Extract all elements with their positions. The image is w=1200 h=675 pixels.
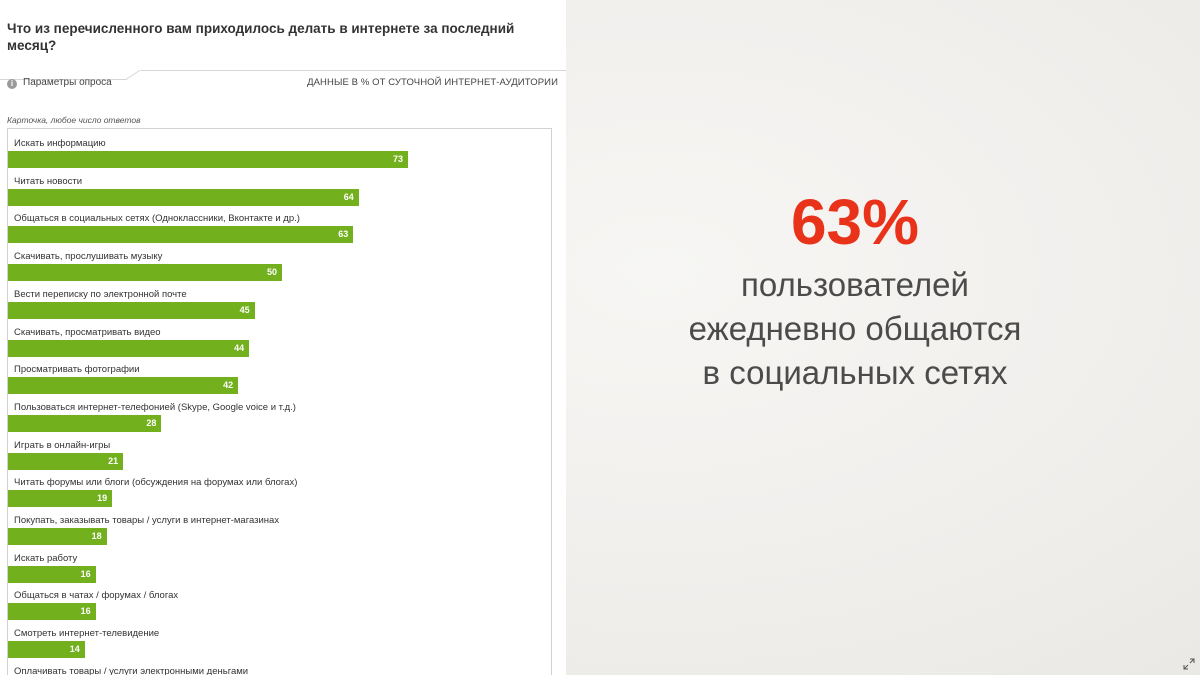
caption-line: пользователей [741, 266, 969, 303]
bar: 44 [8, 339, 250, 357]
bar-row: Читать новости 64 [8, 175, 551, 214]
bar: 63 [8, 226, 354, 244]
bar-category-label: Вести переписку по электронной почте [14, 288, 187, 300]
units-label: ДАННЫЕ В % ОТ СУТОЧНОЙ ИНТЕРНЕТ-АУДИТОРИ… [307, 77, 558, 88]
bar-row: Искать информацию 73 [8, 138, 551, 176]
bar-row: Искать работу 16 [8, 552, 551, 591]
bar-row: Скачивать, просматривать видео 44 [8, 326, 551, 365]
bar-row: Оплачивать товары / услуги электронными … [8, 665, 551, 675]
bar-row: Просматривать фотографии 42 [8, 364, 551, 402]
bar-value-label: 28 [146, 417, 157, 428]
bar-row: Скачивать, прослушивать музыку 50 [8, 251, 551, 289]
bar-category-label: Общаться в социальных сетях (Одноклассни… [14, 213, 300, 225]
divider [0, 79, 127, 80]
bar-category-label: Просматривать фотографии [14, 364, 140, 376]
bar-category-label: Оплачивать товары / услуги электронными … [14, 665, 249, 675]
bar-row: Общаться в социальных сетях (Одноклассни… [8, 213, 551, 251]
bar: 28 [8, 414, 162, 432]
bar-category-label: Искать информацию [14, 138, 106, 149]
bar-value-label: 63 [338, 229, 349, 240]
bar: 45 [8, 301, 255, 319]
bar: 14 [8, 641, 85, 659]
bar-category-label: Читать форумы или блоги (обсуждения на ф… [14, 477, 298, 489]
bar-value-label: 73 [393, 154, 404, 164]
caption-line: в социальных сетях [702, 354, 1008, 391]
bar-value-label: 18 [91, 531, 102, 541]
question-title: Что из перечисленного вам приходилось де… [7, 21, 515, 53]
bar-category-label: Пользоваться интернет-телефонией (Skype,… [14, 401, 296, 413]
bar-chart: Искать информацию 73 Читать новости 64 Общат… [7, 128, 552, 675]
bar-category-label: Играть в онлайн-игры [14, 439, 111, 451]
bar: 19 [8, 490, 113, 508]
survey-panel: Что из перечисленного вам приходилось де… [0, 0, 566, 675]
bar-category-label: Скачивать, прослушивать музыку [14, 251, 163, 263]
bar-value-label: 50 [266, 267, 277, 278]
bar-row: Читать форумы или блоги (обсуждения на ф… [8, 477, 551, 515]
bar-category-label: Покупать, заказывать товары / услуги в и… [14, 515, 280, 526]
survey-params-link[interactable]: Параметры опроса [23, 77, 112, 88]
info-icon[interactable]: i [7, 79, 17, 89]
bar-row: Смотреть интернет-телевидение 14 [8, 628, 551, 666]
bar-value-label: 44 [234, 342, 245, 353]
bar: 50 [8, 264, 282, 282]
highlight-caption: пользователей ежедневно общаются в социа… [630, 263, 1080, 395]
bar-category-label: Скачивать, просматривать видео [14, 326, 161, 338]
bar: 16 [8, 565, 96, 583]
bar-row: Играть в онлайн-игры 21 [8, 439, 551, 478]
card-note: Карточка, любое число ответов [7, 115, 141, 125]
bar-value-label: 64 [343, 191, 354, 202]
expand-icon[interactable] [1183, 658, 1195, 670]
bar-row: Покупать, заказывать товары / услуги в и… [8, 515, 551, 553]
bar-category-label: Смотреть интернет-телевидение [14, 628, 160, 640]
bar-value-label: 14 [69, 644, 80, 655]
highlight-number: 63% [790, 186, 920, 258]
bar-row: Пользоваться интернет-телефонией (Skype,… [8, 401, 551, 440]
bar-value-label: 16 [80, 606, 91, 617]
divider [140, 70, 566, 71]
bar-value-label: 16 [80, 568, 91, 579]
divider-notch [126, 70, 140, 80]
bar-value-label: 19 [97, 493, 108, 504]
bar: 64 [8, 188, 359, 206]
bar-row: Вести переписку по электронной почте 45 [8, 288, 551, 327]
bar: 73 [8, 151, 409, 168]
bar: 16 [8, 603, 96, 621]
bar: 21 [8, 452, 124, 470]
bar-category-label: Общаться в чатах / форумах / блогах [14, 590, 179, 602]
bar-value-label: 45 [239, 304, 250, 315]
bar-value-label: 21 [108, 455, 119, 466]
caption-line: ежедневно общаются [688, 310, 1022, 347]
bar: 42 [8, 377, 239, 395]
params-row: i Параметры опроса ДАННЫЕ В % ОТ СУТОЧНО… [0, 66, 566, 102]
bar-row: Общаться в чатах / форумах / блогах 16 [8, 590, 551, 628]
bar: 18 [8, 528, 107, 545]
bar-value-label: 42 [223, 380, 234, 391]
bar-category-label: Читать новости [14, 175, 83, 187]
bar-category-label: Искать работу [14, 552, 78, 564]
